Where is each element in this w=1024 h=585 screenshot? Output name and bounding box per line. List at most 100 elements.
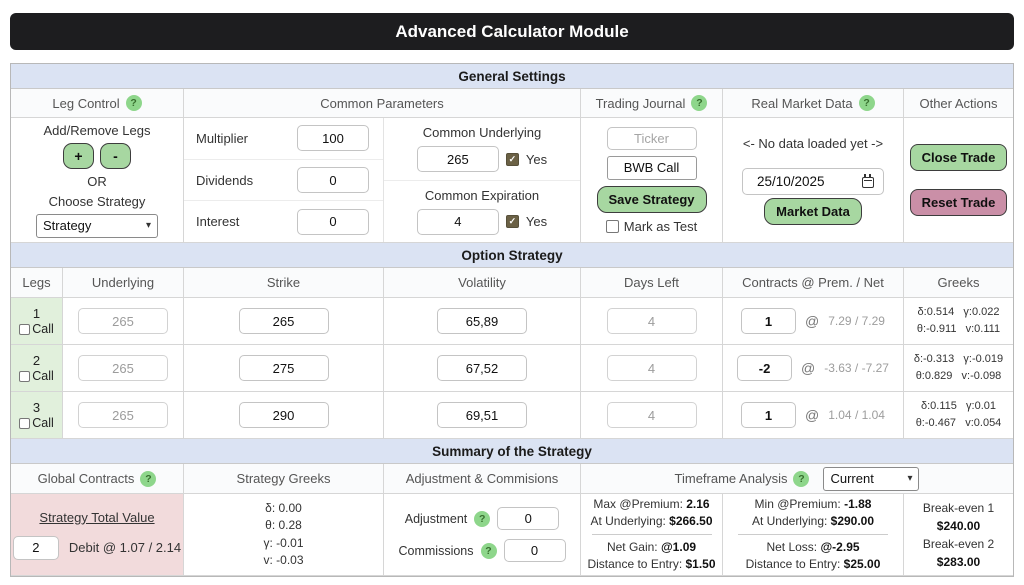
timeframe-select[interactable]: Current ▾ [823, 466, 920, 491]
net-loss-value: @-2.95 [820, 540, 860, 554]
break-even-1-label: Break-even 1 [922, 500, 995, 515]
calendar-icon[interactable] [862, 173, 874, 188]
adjustment-help-icon[interactable]: ? [474, 510, 491, 527]
timeframe-analysis-header: Timeframe Analysis ? Current ▾ [581, 464, 1013, 494]
leg-1-contracts-input[interactable] [741, 308, 797, 334]
leg-1-at-symbol: @ [805, 313, 820, 329]
leg-2-number: 2 [32, 353, 41, 368]
leg-1-type-label: Call [32, 322, 54, 336]
common-underlying-label: Common Underlying [422, 125, 542, 141]
leg-3-strike-cell [184, 392, 384, 439]
reset-trade-button[interactable]: Reset Trade [909, 189, 1008, 216]
interest-input[interactable] [297, 208, 369, 235]
leg-1-days-left-input[interactable] [606, 308, 697, 334]
leg-2-volatility-input[interactable] [437, 355, 527, 381]
multiplier-label: Multiplier [196, 130, 249, 146]
break-even-1-value: $240.00 [936, 518, 981, 533]
leg-2-strike-input[interactable] [238, 355, 329, 381]
leg-row-2: 2 Call @ -3.63 / -7.27 [11, 345, 1013, 392]
commissions-label: Commissions [398, 543, 474, 558]
strategy-total-value-link[interactable]: Strategy Total Value [39, 509, 155, 525]
leg-2-contracts-cell: @ -3.63 / -7.27 [723, 345, 904, 392]
chevron-down-icon: ▾ [145, 220, 151, 231]
underlying-header: Underlying [63, 268, 184, 298]
common-expiration-input[interactable] [416, 208, 499, 235]
ticker-input[interactable] [606, 126, 697, 150]
general-settings-body: Add/Remove Legs + - OR Choose Strategy S… [11, 118, 1013, 243]
market-data-button[interactable]: Market Data [764, 197, 862, 225]
leg-2-call-checkbox[interactable] [19, 370, 31, 382]
choose-strategy-label: Choose Strategy [48, 193, 146, 209]
global-contracts-input[interactable] [12, 535, 59, 560]
leg-3-number: 3 [32, 400, 41, 415]
leg-row-1: 1 Call @ 7.29 / 7.29 [11, 298, 1013, 345]
leg-3-at-symbol: @ [805, 407, 820, 423]
leg-3-contracts-input[interactable] [741, 402, 797, 428]
other-actions-cell: Close Trade Reset Trade [904, 118, 1013, 243]
or-label: OR [87, 173, 107, 189]
min-underlying-value: $290.00 [830, 514, 875, 529]
leg-row-3: 3 Call @ 1.04 / 1.04 [11, 392, 1013, 439]
real-market-data-cell: <- No data loaded yet -> 25/10/2025 Mark… [723, 118, 904, 243]
greeks-header: Greeks [904, 268, 1013, 298]
leg-control-cell: Add/Remove Legs + - OR Choose Strategy S… [11, 118, 184, 243]
days-left-header: Days Left [581, 268, 723, 298]
leg-1-contracts-cell: @ 7.29 / 7.29 [723, 298, 904, 345]
leg-1-volatility-cell [384, 298, 581, 345]
leg-1-strike-input[interactable] [238, 308, 329, 334]
save-strategy-button[interactable]: Save Strategy [596, 185, 707, 213]
volatility-header: Volatility [384, 268, 581, 298]
commissions-input[interactable] [503, 539, 566, 562]
leg-control-header: Leg Control ? [11, 89, 184, 118]
dividends-input[interactable] [297, 167, 369, 193]
leg-2-days-left-cell [581, 345, 723, 392]
leg-3-volatility-input[interactable] [437, 402, 527, 428]
global-contracts-help-icon[interactable]: ? [140, 470, 157, 487]
leg-3-days-left-input[interactable] [606, 402, 697, 428]
max-premium-cell: Max @Premium: 2.16 At Underlying: $266.5… [581, 494, 723, 576]
leg-3-call-checkbox[interactable] [19, 417, 31, 429]
mark-as-test-label: Mark as Test [623, 218, 698, 234]
common-underlying-input[interactable] [416, 146, 499, 173]
adjustment-commissions-cell: Adjustment ? Commissions ? [384, 494, 581, 576]
multiplier-input[interactable] [297, 125, 369, 152]
leg-1-days-left-cell [581, 298, 723, 345]
strategy-select[interactable]: Strategy ▾ [36, 213, 158, 238]
min-premium-value: -1.88 [844, 497, 872, 512]
adjustment-input[interactable] [497, 507, 560, 530]
leg-3-strike-input[interactable] [238, 402, 329, 428]
common-expiration-yes-checkbox[interactable]: ✓ [505, 215, 519, 229]
leg-3-underlying-input[interactable] [78, 402, 168, 428]
leg-2-underlying-cell [63, 345, 184, 392]
break-even-cell: Break-even 1 $240.00 Break-even 2 $283.0… [904, 494, 1013, 576]
calculator-table: General Settings Leg Control ? Common Pa… [10, 63, 1014, 577]
remove-leg-button[interactable]: - [100, 142, 131, 169]
dividends-label: Dividends [196, 172, 254, 188]
strategy-greeks-cell: δ: 0.00 θ: 0.28 γ: -0.01 v: -0.03 [184, 494, 384, 576]
timeframe-help-icon[interactable]: ? [793, 470, 810, 487]
commissions-help-icon[interactable]: ? [480, 542, 497, 559]
common-expiration-yes-label: Yes [525, 214, 548, 230]
common-underlying-yes-checkbox[interactable]: ✓ [505, 152, 519, 166]
leg-2-at-symbol: @ [801, 360, 816, 376]
leg-2-underlying-input[interactable] [78, 355, 168, 381]
add-leg-button[interactable]: + [63, 142, 94, 169]
leg-2-contracts-input[interactable] [737, 355, 793, 381]
strategy-name-input[interactable] [606, 155, 697, 180]
leg-3-volatility-cell [384, 392, 581, 439]
option-strategy-column-headers: Legs Underlying Strike Volatility Days L… [11, 268, 1013, 298]
mark-as-test-checkbox[interactable] [605, 219, 619, 233]
leg-1-id-cell: 1 Call [11, 298, 63, 345]
general-settings-header: General Settings [11, 64, 1013, 89]
leg-2-days-left-input[interactable] [606, 355, 697, 381]
leg-3-id-cell: 3 Call [11, 392, 63, 439]
trading-journal-help-icon[interactable]: ? [691, 95, 708, 111]
market-date-input[interactable]: 25/10/2025 [742, 167, 884, 195]
real-market-data-help-icon[interactable]: ? [858, 95, 875, 111]
leg-control-help-icon[interactable]: ? [125, 95, 142, 111]
leg-1-call-checkbox[interactable] [19, 323, 31, 335]
leg-1-volatility-input[interactable] [437, 308, 527, 334]
leg-1-underlying-input[interactable] [78, 308, 168, 334]
close-trade-button[interactable]: Close Trade [909, 144, 1008, 171]
